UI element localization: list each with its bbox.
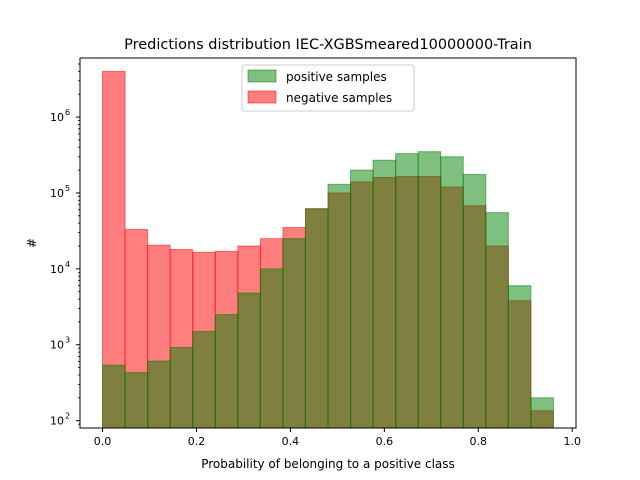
y-tick-label: 10 [50, 339, 64, 352]
plot-frame [79, 57, 577, 429]
positive-bar [530, 397, 554, 429]
x-tick-label: 0.4 [282, 435, 300, 448]
positive-bar [304, 208, 329, 429]
x-axis-label: Probability of belonging to a positive c… [201, 457, 455, 471]
y-tick-exponent: 3 [65, 336, 70, 345]
positive-bar [147, 360, 171, 429]
positive-bar [124, 372, 149, 429]
y-axis-label: # [25, 238, 39, 248]
legend-box [241, 64, 415, 112]
x-tick-label: 1.0 [563, 435, 581, 448]
legend-label-negative: negative samples [286, 91, 392, 105]
y-tick-label: 10 [50, 187, 64, 200]
legend-label-positive: positive samples [286, 70, 387, 84]
positive-bar [259, 268, 284, 429]
y-tick-label: 10 [50, 415, 64, 428]
legend: positive samples negative samples [241, 64, 415, 112]
positive-bar [169, 346, 194, 429]
y-tick-exponent: 6 [65, 108, 70, 117]
x-tick-label: 0.8 [470, 435, 488, 448]
y-tick-label: 10 [50, 263, 64, 276]
positive-bar [395, 153, 419, 429]
y-tick-exponent: 5 [65, 184, 70, 193]
chart-title: Predictions distribution IEC-XGBSmeared1… [124, 37, 532, 53]
positive-bar [282, 238, 306, 429]
positive-bar [507, 285, 532, 429]
x-axis: 0.0 0.2 0.4 0.6 0.8 1.0 [94, 428, 581, 448]
y-tick-label: 10 [50, 111, 64, 124]
positive-bar [192, 330, 216, 429]
x-tick-label: 0.6 [376, 435, 394, 448]
positive-bar [327, 183, 352, 429]
positive-bar [440, 156, 464, 429]
x-tick-label: 0.2 [188, 435, 206, 448]
positive-bar [462, 174, 487, 429]
positive-bar [417, 151, 442, 429]
positive-bars [102, 151, 554, 429]
positive-bar [102, 364, 126, 429]
positive-bar [372, 159, 397, 429]
positive-bar [485, 212, 509, 429]
y-tick-exponent: 4 [65, 260, 70, 269]
x-tick-label: 0.0 [94, 435, 112, 448]
y-tick-exponent: 2 [65, 412, 70, 421]
positive-bar [350, 169, 374, 429]
legend-swatch-positive [247, 69, 277, 83]
positive-bar [237, 292, 261, 429]
legend-swatch-negative [247, 90, 277, 104]
positive-bar [214, 314, 239, 429]
